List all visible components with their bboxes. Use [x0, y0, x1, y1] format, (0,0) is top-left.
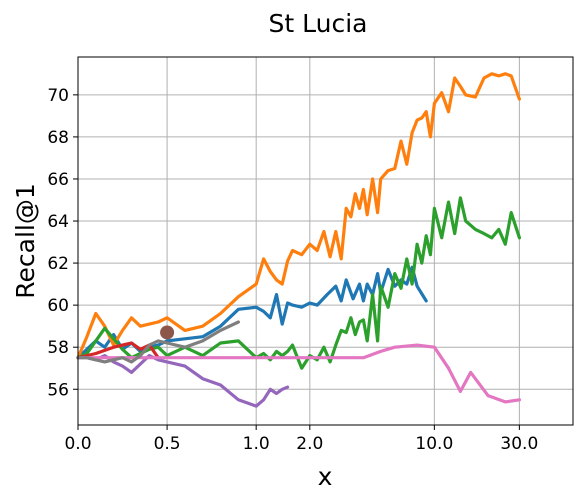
- y-tick-label: 56: [47, 380, 69, 400]
- x-tick-label: 30.0: [500, 434, 538, 454]
- x-axis-label: x: [318, 462, 333, 491]
- series-8-line: [76, 320, 240, 364]
- y-tick-label: 68: [47, 128, 69, 148]
- y-tick-label: 66: [47, 170, 69, 190]
- x-tick-label: 1.0: [243, 434, 270, 454]
- series-6-marker: [160, 325, 175, 340]
- axis-ticks: 0.0 0.5 1.0 2.0 10.0 30.0 56 58 60 62 64 66 68 70: [47, 86, 538, 454]
- y-tick-label: 62: [47, 254, 69, 274]
- x-tick-label: 0.0: [64, 434, 91, 454]
- y-tick-label: 60: [47, 296, 69, 316]
- x-tick-label: 2.0: [296, 434, 323, 454]
- x-tick-label: 0.5: [154, 434, 181, 454]
- y-axis-label: Recall@1: [11, 183, 40, 299]
- x-tick-label: 10.0: [415, 434, 453, 454]
- plot-frame: [77, 56, 574, 426]
- y-tick-label: 70: [47, 86, 69, 106]
- series-3-line: [76, 196, 522, 370]
- series-layer: [76, 72, 522, 408]
- series-2-line: [76, 72, 522, 360]
- grid: [77, 57, 573, 425]
- chart-title: St Lucia: [269, 9, 368, 38]
- y-tick-label: 58: [47, 338, 69, 358]
- series-7-line: [76, 343, 522, 404]
- y-tick-label: 64: [47, 212, 69, 232]
